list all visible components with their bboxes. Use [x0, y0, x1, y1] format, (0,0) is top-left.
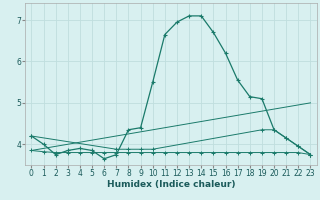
X-axis label: Humidex (Indice chaleur): Humidex (Indice chaleur)	[107, 180, 235, 189]
